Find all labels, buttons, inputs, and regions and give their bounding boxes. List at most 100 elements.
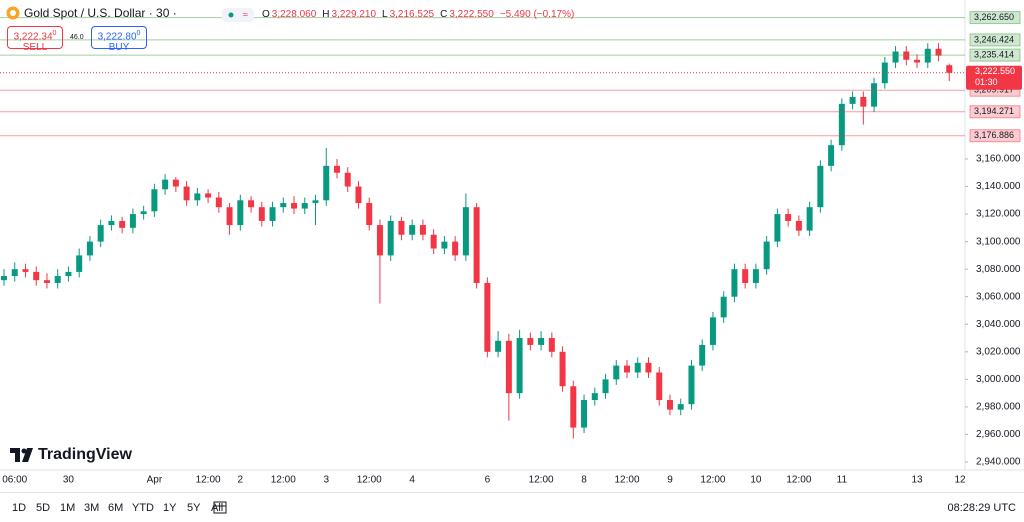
candle-body	[785, 214, 792, 221]
timeframe-button[interactable]: 1M	[60, 502, 76, 514]
candle-body	[538, 338, 545, 345]
candle-body	[860, 96, 867, 107]
timeframe-button[interactable]: 5Y	[187, 502, 201, 514]
candle-body	[914, 59, 921, 63]
x-tick-label: Apr	[147, 475, 163, 486]
candle-body	[248, 200, 255, 208]
x-tick-label: 12:00	[700, 475, 725, 486]
candle-body	[54, 276, 61, 283]
candle-body	[215, 197, 222, 208]
x-tick-label: 11	[837, 475, 848, 486]
timeframe-button[interactable]: 6M	[108, 502, 124, 514]
candle-body	[419, 225, 426, 235]
countdown: 01:30	[975, 77, 998, 87]
candle-body	[162, 179, 169, 190]
candle-body	[645, 362, 652, 373]
y-tick-label: 3,020.000	[976, 346, 1021, 357]
candle-body	[516, 338, 523, 394]
candle-body	[452, 241, 459, 256]
timeframe-button[interactable]: All	[211, 502, 224, 514]
candle-body	[871, 83, 878, 107]
symbol-title[interactable]: Gold Spot / U.S. Dollar · 30 ·	[24, 6, 177, 20]
x-tick-label: 8	[581, 475, 587, 486]
y-tick-label: 3,060.000	[976, 291, 1021, 302]
y-tick-label: 3,000.000	[976, 374, 1021, 385]
candle-body	[376, 225, 383, 256]
candle-body	[838, 103, 845, 146]
logo-text: TradingView	[38, 446, 132, 463]
candle-body	[33, 271, 40, 281]
timeframe-button[interactable]: 1Y	[163, 502, 177, 514]
candle-body	[237, 200, 244, 226]
x-tick-label: 06:00	[2, 475, 27, 486]
x-tick-label: 12:00	[196, 475, 221, 486]
ohlc-value: 3,229.210	[331, 9, 377, 20]
ohlc-values: O 3,228.060 H 3,229.210 L 3,216.525 C 3,222.…	[262, 9, 578, 20]
candle-body	[344, 172, 351, 187]
y-tick-label: 3,140.000	[976, 181, 1021, 192]
candle-body	[570, 386, 577, 428]
x-tick-label: 12:00	[786, 475, 811, 486]
logo[interactable]: TradingView	[10, 446, 132, 464]
buy-price-sub: 0	[136, 30, 141, 37]
gold-icon	[6, 6, 20, 20]
timeframe-button[interactable]: 1D	[12, 502, 27, 514]
candle-body	[666, 400, 673, 410]
candle-body	[11, 269, 18, 277]
candle-body	[183, 186, 190, 201]
price-line-label: 3,262.650	[974, 12, 1014, 22]
candle-body	[817, 165, 824, 208]
ohlc-label: H	[322, 9, 330, 20]
price-line-tag	[969, 48, 1021, 62]
y-tick-label: 3,100.000	[976, 236, 1021, 247]
price-line-tag	[969, 129, 1021, 143]
candle-body	[828, 145, 835, 166]
candle-body	[22, 269, 29, 272]
clock[interactable]: 08:28:29 UTC	[947, 502, 1016, 514]
y-tick-label: 3,120.000	[976, 209, 1021, 220]
status-pill[interactable]: ≈	[222, 8, 254, 22]
candle-body	[43, 280, 50, 283]
candle-body	[731, 269, 738, 297]
candle-body	[172, 179, 179, 187]
candle-body	[473, 207, 480, 283]
timeframe-button[interactable]: YTD	[132, 502, 154, 514]
candle-body	[333, 165, 340, 173]
buy-button[interactable]: 3,222.800 BUY	[91, 26, 147, 53]
y-tick-label: 3,080.000	[976, 264, 1021, 275]
candle-body	[312, 200, 319, 204]
candle-body	[924, 48, 931, 63]
price-line-label: 3,235.414	[974, 49, 1014, 59]
timeframe-button[interactable]: 3M	[84, 502, 100, 514]
candle-body	[935, 48, 942, 56]
x-tick-label: 12:00	[614, 475, 639, 486]
symbol-header: Gold Spot / U.S. Dollar · 30 ·	[6, 6, 177, 20]
price-line-label: 3,246.424	[974, 34, 1014, 44]
sell-label: SELL	[22, 42, 48, 54]
logo-icon	[10, 448, 33, 462]
candle-body	[355, 186, 362, 204]
candle-body	[881, 62, 888, 84]
x-tick-label: 3	[323, 475, 329, 486]
candle-body	[795, 220, 802, 231]
candle-body	[634, 362, 641, 373]
y-tick-label: 2,980.000	[976, 402, 1021, 413]
x-tick-label: 12:00	[529, 475, 554, 486]
candle-body	[462, 207, 469, 256]
candle-body	[86, 241, 93, 256]
ohlc-label: O	[262, 9, 270, 20]
sell-button[interactable]: 3,222.340 SELL	[7, 26, 63, 53]
timeframe-button[interactable]: 5D	[36, 502, 51, 514]
candle-body	[806, 207, 813, 231]
candle-body	[849, 96, 856, 104]
date-range-icon[interactable]	[212, 499, 228, 515]
candle-body	[398, 220, 405, 235]
candle-body	[581, 400, 588, 428]
candle-body	[258, 207, 265, 221]
candle-body	[205, 193, 212, 198]
candle-body	[559, 351, 566, 387]
x-tick-label: 12:00	[357, 475, 382, 486]
x-tick-label: 12	[954, 475, 966, 486]
ohlc-label: L	[382, 9, 388, 20]
